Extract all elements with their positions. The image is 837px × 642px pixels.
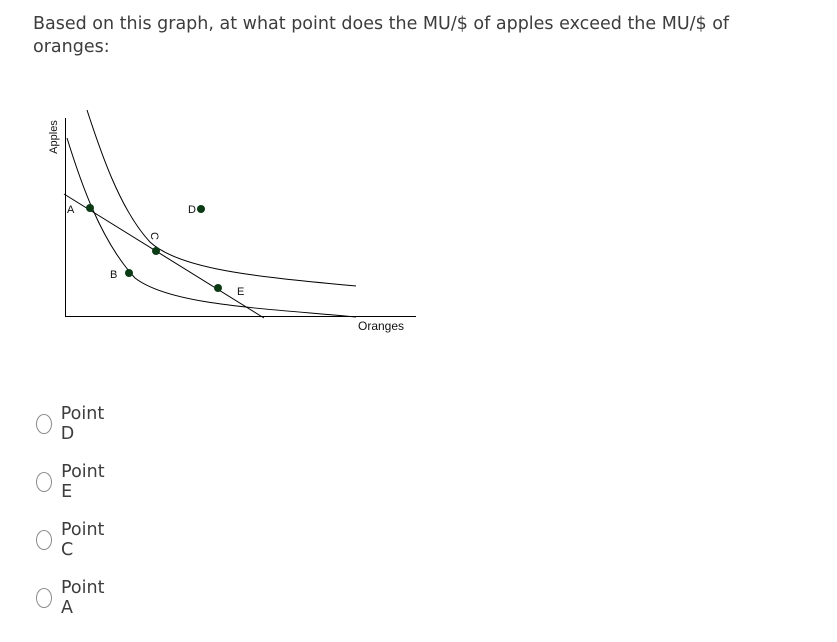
point-c-label: C [148,232,160,240]
point-b-marker [125,269,133,277]
x-axis-label: Oranges [358,319,404,333]
indifference-curve-lower [66,137,357,318]
point-b-label: B [110,269,117,281]
point-c-marker [152,247,160,255]
radio-button[interactable] [36,530,52,550]
point-d-marker [197,205,205,213]
option-point-d[interactable]: Point D [36,404,108,444]
option-point-a[interactable]: Point A [36,578,108,618]
point-e-label: E [237,286,244,298]
question-text: Based on this graph, at what point does … [33,14,730,57]
indifference-curve-upper [86,109,357,287]
option-label: Point A [61,578,105,618]
option-label: Point E [61,462,105,502]
option-point-c[interactable]: Point C [36,520,108,560]
radio-button[interactable] [36,588,52,608]
point-e-marker [214,284,222,292]
point-a-label: A [67,204,75,216]
budget-line [63,193,265,319]
radio-button[interactable] [36,414,52,434]
option-label: Point C [60,520,105,560]
option-label: Point D [60,404,105,444]
y-axis-label: Apples [48,120,60,154]
option-point-e[interactable]: Point E [36,462,108,502]
point-a-marker [86,204,94,212]
point-d-label: D [188,204,196,216]
radio-button[interactable] [36,472,53,492]
